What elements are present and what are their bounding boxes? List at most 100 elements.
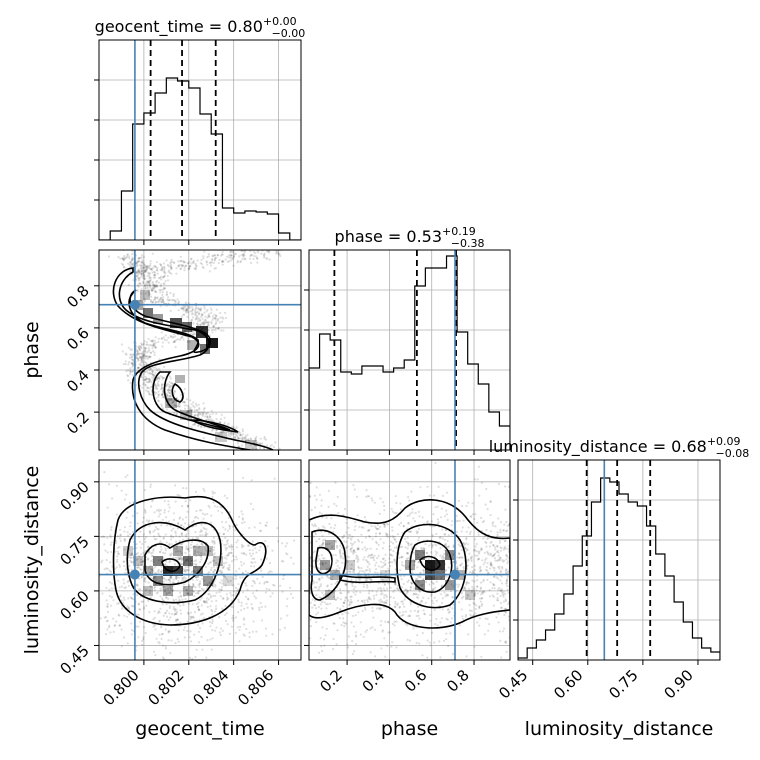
sample-point [121, 257, 124, 260]
sample-point [362, 635, 365, 639]
sample-point [401, 602, 405, 606]
sample-point [201, 317, 204, 320]
sample-point [476, 521, 479, 524]
sample-point [115, 560, 119, 564]
sample-point [353, 528, 356, 532]
sample-point [461, 526, 464, 529]
sample-point [499, 606, 503, 609]
sample-point [123, 530, 126, 533]
sample-point [143, 508, 146, 511]
sample-point [141, 386, 144, 389]
sample-point [407, 544, 410, 547]
sample-point [400, 578, 403, 581]
sample-point [406, 624, 409, 627]
sample-point [214, 316, 217, 319]
sample-point [488, 589, 491, 592]
sample-point [122, 661, 124, 663]
sample-point [141, 357, 144, 360]
sample-point [239, 437, 242, 440]
sample-point [160, 393, 164, 396]
sample-point [228, 435, 232, 438]
sample-point [152, 625, 155, 628]
sample-point [127, 607, 130, 610]
sample-point [226, 539, 229, 542]
sample-point [167, 391, 170, 394]
sample-point [414, 578, 418, 581]
sample-point [352, 550, 355, 553]
sample-point [476, 585, 479, 588]
sample-point [190, 319, 193, 322]
sample-point [286, 597, 289, 600]
sample-point [102, 535, 105, 538]
sample-point [315, 621, 318, 624]
sample-point [95, 564, 97, 566]
sample-point [356, 555, 359, 558]
sample-point [182, 604, 185, 607]
sample-point [160, 383, 163, 386]
sample-point [493, 552, 497, 555]
sample-point [394, 583, 397, 586]
sample-point [479, 565, 482, 568]
sample-point [200, 613, 203, 616]
sample-point [221, 316, 224, 319]
sample-point [484, 558, 487, 562]
sample-point [214, 323, 217, 326]
sample-point [260, 442, 264, 445]
sample-point [369, 651, 372, 654]
sample-point [251, 440, 255, 443]
sample-point [173, 298, 176, 302]
sample-point [431, 546, 434, 549]
sample-point [229, 250, 233, 253]
sample-point [187, 569, 190, 572]
sample-point [140, 358, 144, 361]
sample-point [158, 611, 161, 614]
sample-point [74, 533, 76, 535]
sample-point [136, 366, 140, 370]
sample-point [196, 537, 200, 540]
sample-point [140, 272, 143, 275]
sample-point [170, 267, 173, 270]
sample-point [215, 308, 218, 311]
sample-point [347, 536, 350, 539]
sample-point [144, 269, 147, 272]
sample-point [145, 355, 148, 358]
sample-point [147, 350, 150, 353]
sample-point [385, 594, 388, 597]
sample-point [411, 572, 414, 575]
sample-point [330, 517, 333, 520]
sample-point [155, 368, 158, 371]
sample-point [392, 550, 395, 553]
sample-point [115, 620, 118, 623]
sample-point [477, 605, 481, 609]
sample-point [411, 508, 414, 511]
sample-point [105, 559, 108, 562]
sample-point [469, 530, 472, 534]
sample-point [155, 386, 158, 389]
sample-point [219, 505, 222, 508]
sample-point [229, 579, 232, 583]
sample-point [195, 404, 198, 407]
sample-point [271, 633, 274, 636]
sample-point [139, 349, 142, 352]
sample-point [146, 351, 149, 354]
sample-point [186, 588, 189, 591]
sample-point [173, 613, 176, 616]
sample-point [439, 516, 443, 519]
sample-point [151, 554, 154, 557]
sample-point [191, 592, 194, 596]
sample-point [186, 611, 189, 615]
sample-point [127, 584, 130, 588]
sample-point [160, 524, 163, 527]
sample-point [230, 433, 233, 437]
sample-point [195, 536, 198, 540]
sample-point [181, 505, 184, 508]
sample-point [497, 566, 500, 569]
contour-band [339, 573, 396, 584]
sample-point [197, 630, 201, 634]
sample-point [489, 530, 492, 533]
sample-point [170, 639, 173, 642]
sample-point [184, 598, 187, 601]
sample-point [347, 635, 350, 638]
sample-point [441, 608, 444, 611]
sample-point [203, 583, 207, 587]
